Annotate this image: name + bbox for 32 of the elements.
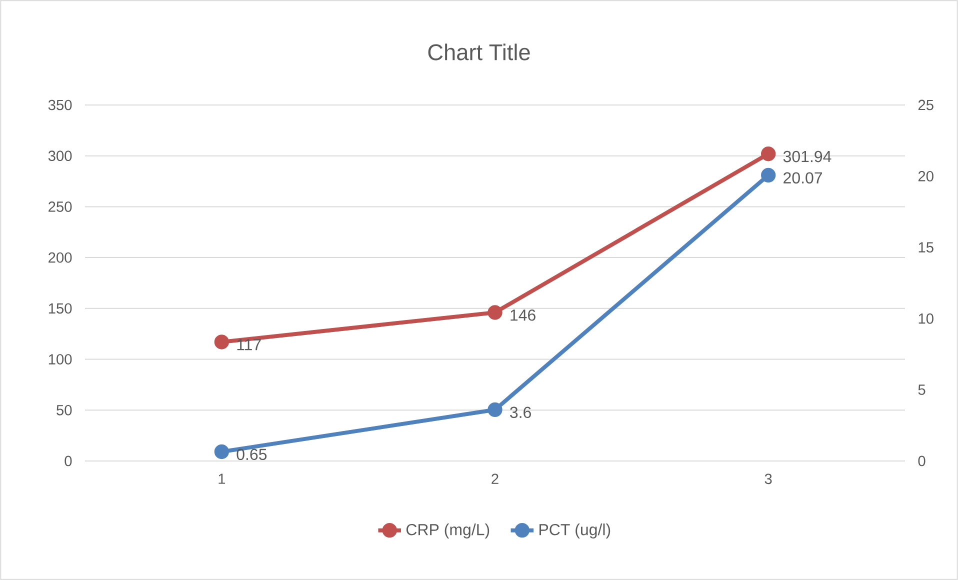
y2-tick-label: 25: [918, 100, 934, 110]
data-label: 0.65: [236, 448, 267, 460]
point: [214, 444, 230, 460]
point: [761, 168, 776, 183]
y2-tick-label: 0: [918, 456, 926, 466]
y-tick-label: 150: [48, 303, 72, 314]
point: [488, 402, 502, 418]
x-tick-label: 2: [492, 474, 498, 484]
point: [488, 305, 502, 320]
y-tick-label: 200: [48, 252, 72, 263]
y-tick-label: 0: [64, 456, 72, 466]
y-tick-label: 50: [56, 404, 72, 416]
y2-tick-label: 5: [918, 384, 926, 395]
chart-title: Chart Title: [428, 44, 530, 60]
data-label: 117: [237, 339, 261, 350]
data-label: 3.6: [510, 406, 531, 418]
x-tick-label: 3: [764, 474, 772, 484]
data-label: 20.07: [784, 172, 822, 184]
y-tick-label: 350: [48, 100, 72, 110]
y-tick-label: 250: [48, 202, 72, 212]
data-label: 146: [510, 309, 536, 321]
y2-tick-label: 10: [918, 313, 934, 324]
y-tick-label: 100: [48, 354, 72, 364]
y-tick-label: 300: [48, 150, 72, 162]
legend-label: PCT (ug/l): [540, 524, 610, 538]
point: [761, 146, 776, 162]
legend-label: CRP (mg/L): [406, 524, 490, 538]
x-tick-label: 1: [218, 474, 226, 484]
point: [214, 334, 229, 350]
y2-tick-label: 15: [918, 242, 934, 253]
data-label: 301.94: [783, 150, 832, 162]
y2-tick-label: 20: [918, 171, 934, 182]
